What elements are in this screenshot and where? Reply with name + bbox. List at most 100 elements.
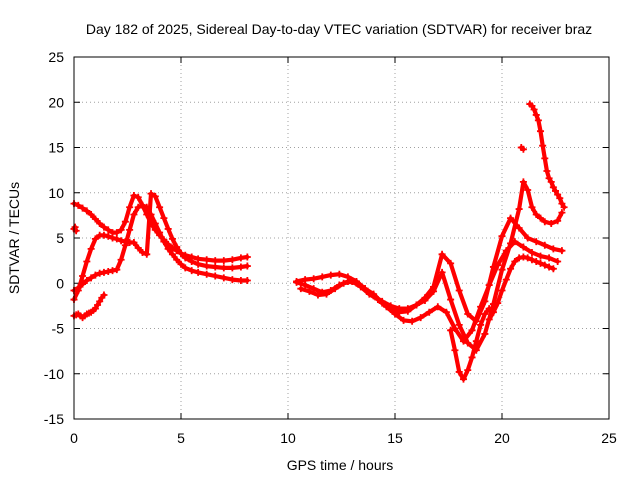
data-point [194, 260, 202, 268]
data-point [455, 321, 463, 329]
data-point [541, 241, 549, 249]
data-point [203, 270, 211, 278]
data-point [91, 215, 99, 223]
data-point [117, 256, 125, 264]
data-point [391, 310, 399, 318]
data-point [541, 218, 549, 226]
data-point [468, 353, 476, 361]
series-pass-10 [526, 100, 568, 211]
data-point [156, 203, 164, 211]
data-point [532, 210, 540, 218]
data-point [438, 250, 446, 258]
data-point [203, 256, 211, 264]
data-point [121, 218, 129, 226]
data-point [104, 232, 112, 240]
data-point [83, 258, 91, 266]
data-point [228, 256, 236, 264]
data-point [485, 305, 493, 313]
data-point [455, 286, 463, 294]
data-point [243, 277, 251, 285]
series-pass-9 [485, 253, 557, 323]
data-point [541, 261, 549, 269]
data-point [104, 226, 112, 234]
data-point [554, 191, 562, 199]
data-point [220, 257, 228, 265]
data-point [318, 273, 326, 281]
data-point [554, 217, 562, 225]
y-tick-label: 5 [56, 230, 64, 246]
data-point [147, 190, 155, 198]
data-point [545, 263, 553, 271]
data-point [464, 310, 472, 318]
data-point [459, 337, 467, 345]
series-pass-11 [517, 144, 527, 153]
data-point [220, 264, 228, 272]
data-point [524, 254, 532, 262]
series-pass-12 [70, 223, 80, 235]
data-point [519, 253, 527, 261]
data-point [94, 301, 102, 309]
data-point [365, 290, 373, 298]
data-point [100, 291, 108, 299]
data-point [485, 281, 493, 289]
data-point [117, 237, 125, 245]
data-point [477, 321, 485, 329]
data-point [498, 266, 506, 274]
data-point [549, 183, 557, 191]
chart-title: Day 182 of 2025, Sidereal Day-to-day VTE… [86, 21, 592, 37]
data-point [468, 326, 476, 334]
data-point [104, 267, 112, 275]
data-point [515, 205, 523, 213]
data-point [228, 276, 236, 284]
data-point [83, 277, 91, 285]
data-point [323, 290, 331, 298]
series-pass-1 [70, 191, 251, 265]
data-point [511, 238, 519, 246]
data-point [519, 178, 527, 186]
data-point [539, 142, 547, 150]
data-point [134, 244, 142, 252]
data-point [83, 207, 91, 215]
y-axis-label: SDTVAR / TECUs [6, 182, 22, 294]
data-point [130, 210, 138, 218]
data-point [151, 220, 159, 228]
series-line [448, 306, 492, 382]
data-point [425, 308, 433, 316]
data-point [243, 253, 251, 261]
data-point [455, 368, 463, 376]
data-point [71, 223, 79, 231]
data-point [530, 105, 538, 113]
data-point [168, 250, 176, 258]
data-point [447, 296, 455, 304]
data-point [549, 245, 557, 253]
data-point [537, 127, 545, 135]
data-point [143, 203, 151, 211]
data-point [109, 267, 117, 275]
data-point [537, 252, 545, 260]
data-point [489, 308, 497, 316]
data-point [400, 316, 408, 324]
y-tick-label: 15 [48, 140, 64, 156]
data-point [481, 310, 489, 318]
data-point [188, 267, 196, 275]
data-point [164, 245, 172, 253]
series-pass-8 [447, 305, 493, 383]
data-point [556, 194, 564, 202]
data-point [507, 214, 515, 222]
data-point [168, 235, 176, 243]
data-point [335, 270, 343, 278]
data-point [130, 239, 138, 247]
series-line [71, 191, 250, 302]
data-point [532, 258, 540, 266]
data-point [547, 178, 555, 186]
series-pass-6 [293, 214, 566, 325]
data-point [121, 241, 129, 249]
data-point [374, 296, 382, 304]
data-point [173, 243, 181, 251]
data-point [511, 258, 519, 266]
data-point [515, 224, 523, 232]
data-point [494, 261, 502, 269]
data-point [91, 305, 99, 313]
data-point [498, 232, 506, 240]
data-point [498, 286, 506, 294]
